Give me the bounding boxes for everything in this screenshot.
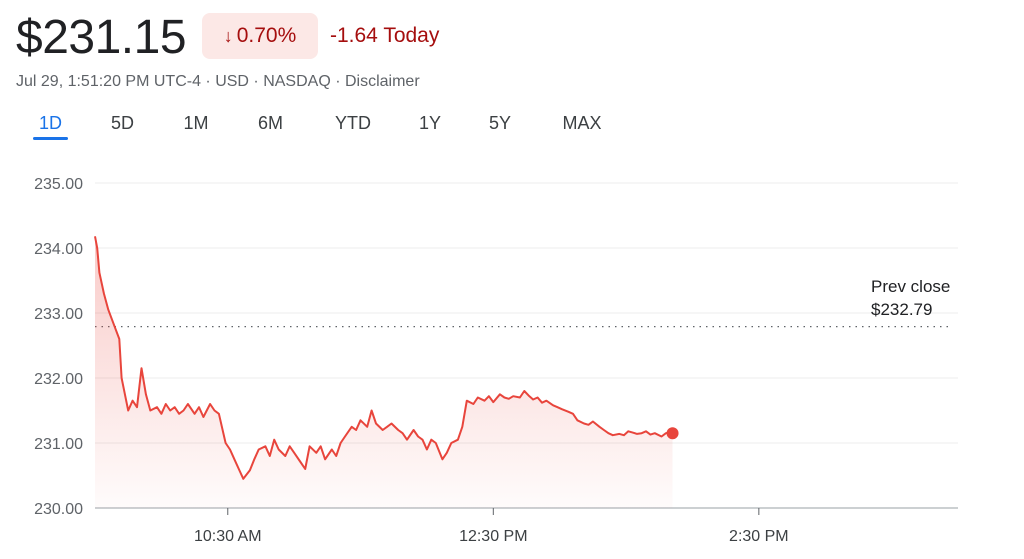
y-tick-label: 233.00 [34,306,83,323]
tab-max[interactable]: MAX [562,113,602,133]
change-percent-value: 0.70% [236,24,297,47]
y-tick-label: 232.00 [34,371,83,388]
price-series-line [94,236,673,480]
tab-ytd[interactable]: YTD [335,113,371,133]
current-price-marker[interactable] [666,427,679,440]
price-area-fill [95,236,673,509]
prev-close-label: Prev close [871,277,950,296]
y-tick-label: 235.00 [34,176,83,193]
tab-5y[interactable]: 5Y [488,113,512,133]
tab-1d[interactable]: 1D [38,113,62,133]
change-today: -1.64 Today [330,24,440,47]
tab-1m[interactable]: 1M [183,113,209,133]
prev-close-value: $232.79 [871,300,932,319]
timeframe-tabs: 1D 5D 1M 6M YTD 1Y 5Y MAX [0,108,700,142]
x-tick-label: 12:30 PM [459,528,527,545]
tab-6m[interactable]: 6M [257,113,283,133]
quote-meta: Jul 29, 1:51:20 PM UTC-4 · USD · NASDAQ … [16,73,420,90]
active-tab-indicator [33,137,68,140]
y-tick-label: 234.00 [34,241,83,258]
arrow-down-icon: ↓ [223,25,233,46]
x-tick-label: 2:30 PM [729,528,789,545]
tab-5d[interactable]: 5D [110,113,134,133]
y-tick-label: 230.00 [34,501,83,518]
x-tick-label: 10:30 AM [194,528,262,545]
y-tick-label: 231.00 [34,436,83,453]
current-price: $231.15 [16,11,187,64]
change-percent-badge: ↓ 0.70% [202,13,318,59]
tab-1y[interactable]: 1Y [418,113,442,133]
